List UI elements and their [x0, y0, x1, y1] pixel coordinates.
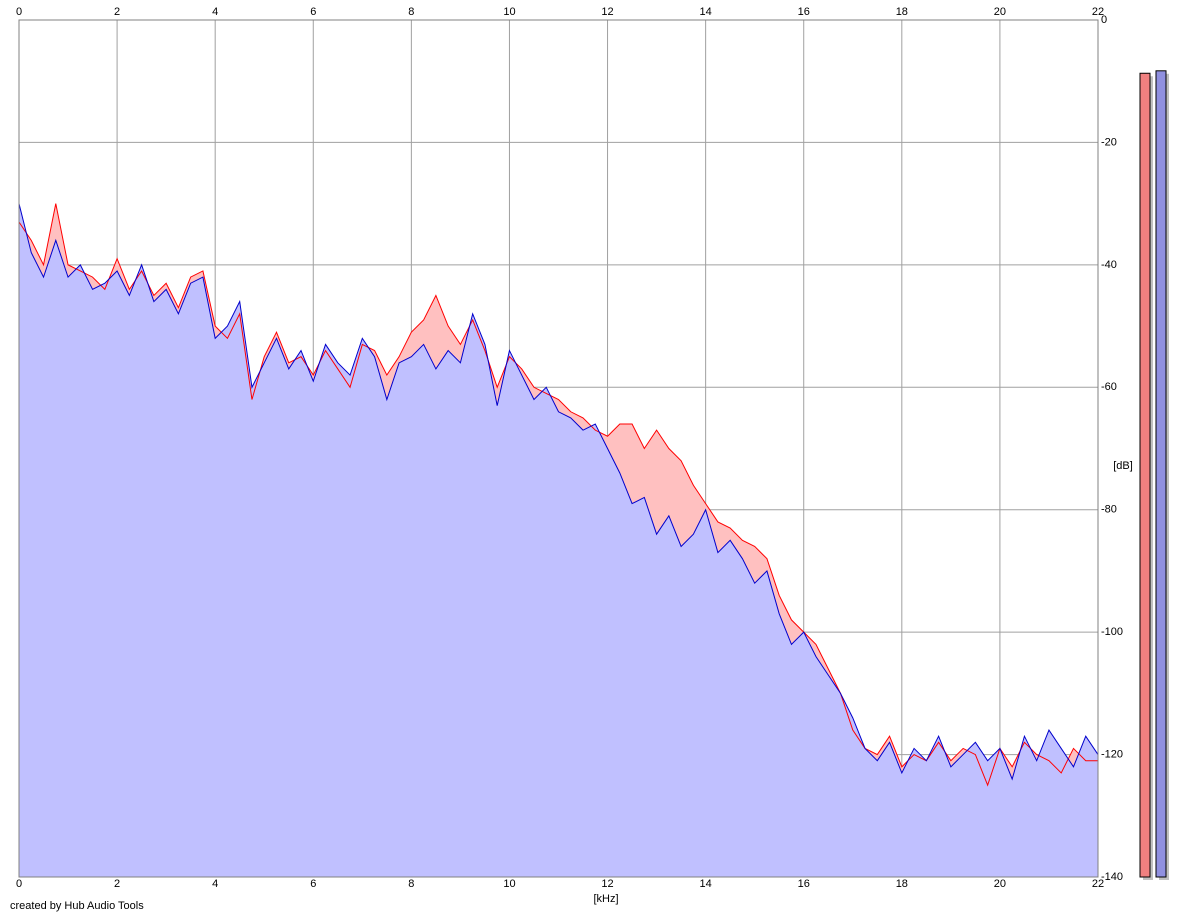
- plot-frame: [18, 19, 1099, 878]
- x-tick-label-top: 20: [994, 6, 1006, 18]
- credit: created by Hub Audio Tools: [10, 900, 144, 912]
- x-tick-label: 18: [896, 878, 908, 890]
- x-tick-label: 2: [114, 878, 120, 890]
- spectrum-line: [18, 203, 1098, 787]
- x-tick-label-top: 12: [601, 6, 613, 18]
- x-tick-label-top: 2: [114, 6, 120, 18]
- spectrum-line: [18, 203, 1099, 781]
- level-meter: [1155, 70, 1167, 878]
- x-tick-label: 14: [700, 878, 712, 890]
- spectrum-area: [19, 203, 1098, 878]
- x-tick-label-top: 0: [16, 6, 22, 18]
- x-tick-label-top: 18: [896, 6, 908, 18]
- y-tick-label: -100: [1101, 626, 1123, 638]
- x-tick-label: 6: [310, 878, 316, 890]
- x-tick-label-top: 6: [310, 6, 316, 18]
- x-tick-label: 0: [16, 878, 22, 890]
- y-tick-label: -20: [1101, 136, 1117, 148]
- y-tick-label: -40: [1101, 259, 1117, 271]
- y-tick-label: -60: [1101, 381, 1117, 393]
- x-tick-label: 12: [601, 878, 613, 890]
- level-meter: [1139, 72, 1151, 878]
- y-tick-label: 0: [1101, 14, 1107, 26]
- y-tick-label: -140: [1101, 871, 1123, 883]
- x-tick-label-top: 16: [798, 6, 810, 18]
- x-tick-label: 22: [1092, 878, 1104, 890]
- x-tick-label-top: 4: [212, 6, 218, 18]
- y-tick-label: -80: [1101, 504, 1117, 516]
- x-tick-label: 20: [994, 878, 1006, 890]
- x-tick-label: 16: [798, 878, 810, 890]
- x-tick-label-top: 14: [700, 6, 712, 18]
- x-tick-label: 4: [212, 878, 218, 890]
- x-tick-label: 8: [408, 878, 414, 890]
- x-tick-label-top: 8: [408, 6, 414, 18]
- y-tick-label: -120: [1101, 748, 1123, 760]
- x-tick-label: 10: [503, 878, 515, 890]
- x-tick-label-top: 22: [1092, 6, 1104, 18]
- y-axis-label: [dB]: [1113, 460, 1133, 472]
- x-tick-label-top: 10: [503, 6, 515, 18]
- x-axis-label: [kHz]: [593, 893, 618, 905]
